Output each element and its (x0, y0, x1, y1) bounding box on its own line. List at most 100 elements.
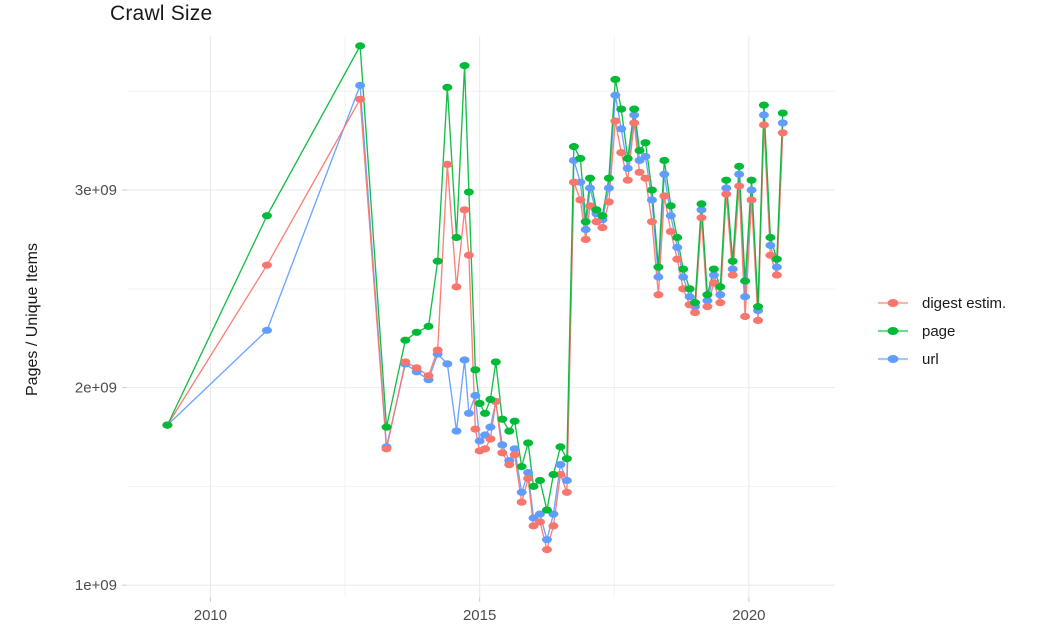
data-point (575, 196, 586, 204)
data-point (640, 152, 651, 161)
legend-item-url[interactable]: url (878, 351, 939, 368)
data-point (381, 423, 392, 431)
data-point (696, 206, 707, 214)
data-point (474, 399, 485, 408)
data-point (777, 119, 788, 127)
data-point (684, 285, 695, 293)
data-point (451, 283, 462, 291)
data-point (629, 119, 640, 127)
data-point (555, 470, 566, 479)
series-points-digestestim (162, 95, 788, 554)
data-point (771, 255, 782, 263)
data-point (640, 174, 651, 182)
data-point (585, 184, 596, 192)
data-point (629, 105, 640, 113)
y-tick-label: 1e+09 (75, 577, 117, 594)
y-tick-label: 2e+09 (75, 380, 117, 397)
data-point (555, 443, 566, 451)
data-point (610, 91, 621, 99)
data-point (740, 277, 751, 285)
data-point (777, 129, 788, 137)
data-point (721, 190, 732, 198)
data-point (702, 291, 713, 299)
data-point (463, 409, 474, 417)
data-point (622, 176, 633, 184)
data-series (162, 42, 788, 554)
data-point (746, 176, 757, 184)
data-point (490, 358, 501, 366)
data-point (516, 488, 527, 496)
data-point (516, 463, 527, 471)
data-point (480, 409, 491, 417)
data-point (485, 395, 496, 404)
data-point (355, 95, 366, 103)
series-line-digestestim (166, 98, 784, 551)
chart-title: Crawl Size (110, 2, 213, 25)
data-point (702, 297, 713, 305)
data-point (659, 170, 670, 178)
data-point (653, 273, 664, 281)
data-point (653, 291, 664, 299)
data-point (575, 154, 586, 163)
legend-label: url (922, 351, 939, 368)
data-point (528, 482, 539, 490)
data-point (708, 265, 719, 273)
data-point (534, 518, 545, 526)
data-point (470, 366, 481, 374)
data-point (690, 299, 701, 307)
legend-item-digestestim[interactable]: digest estim. (878, 295, 1006, 312)
legend-dot-swatch (887, 355, 899, 363)
data-point (432, 346, 443, 354)
data-point (261, 326, 272, 334)
data-point (753, 316, 764, 325)
data-point (534, 510, 545, 518)
data-point (603, 174, 614, 182)
data-point (509, 417, 520, 425)
data-point (474, 437, 485, 445)
data-point (672, 233, 683, 242)
data-point (497, 449, 508, 457)
data-point (678, 273, 689, 281)
data-point (451, 233, 462, 242)
data-point (509, 451, 520, 459)
data-point (470, 391, 481, 400)
data-point (715, 283, 726, 291)
data-point (777, 109, 788, 117)
data-point (616, 125, 627, 133)
data-point (585, 174, 596, 182)
legend-label: digest estim. (922, 295, 1006, 312)
data-point (411, 328, 422, 336)
data-point (715, 299, 726, 307)
data-point (561, 455, 572, 463)
data-point (459, 206, 470, 214)
legend-item-page[interactable]: page (878, 323, 955, 340)
data-point (504, 427, 515, 435)
data-point (470, 425, 481, 433)
data-point (696, 214, 707, 222)
data-point (727, 257, 738, 265)
data-point (740, 312, 751, 321)
data-point (734, 170, 745, 178)
data-point (381, 445, 392, 453)
legend-dot-swatch (887, 299, 899, 307)
data-point (665, 212, 676, 220)
data-point (715, 291, 726, 299)
data-point (734, 162, 745, 170)
data-point (548, 522, 559, 530)
data-point (746, 196, 757, 204)
data-point (665, 227, 676, 236)
data-point (603, 198, 614, 206)
data-point (597, 224, 608, 232)
data-point (541, 506, 552, 514)
legend: digest estim. page url (878, 295, 1006, 368)
data-point (622, 164, 633, 172)
series-points-page (162, 42, 788, 514)
data-point (355, 81, 366, 89)
data-point (423, 372, 434, 380)
data-point (721, 184, 732, 192)
axis-tick-marks (122, 189, 750, 602)
y-axis-tick-labels: 1e+09 2e+09 3e+09 (75, 182, 117, 594)
data-point (509, 445, 520, 453)
